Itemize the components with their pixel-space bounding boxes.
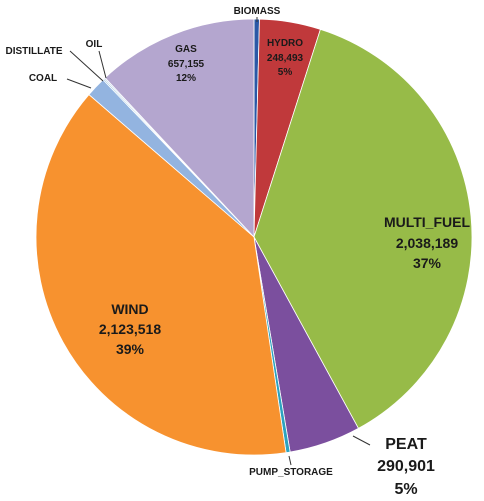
pie-slice-gas (104, 18, 255, 239)
slice-label-multi-fuel-name: MULTI_FUEL (384, 214, 471, 230)
leader-line-peat (352, 435, 371, 446)
slice-label-multi-fuel-percent: 37% (413, 255, 442, 271)
slice-label-gas-percent: 12% (176, 73, 196, 84)
slice-label-pump-storage-name: PUMP_STORAGE (249, 467, 333, 478)
leader-line-pump-storage (288, 455, 292, 466)
slice-label-hydro-percent: 5% (278, 67, 293, 78)
slice-label-multi-fuel-value: 2,038,189 (396, 235, 458, 251)
slice-label-peat-name: PEAT (385, 436, 427, 453)
slice-label-wind-name: WIND (111, 301, 148, 317)
slice-label-wind-percent: 39% (116, 341, 145, 357)
leader-line-oil (98, 50, 107, 79)
slice-label-hydro-value: 248,493 (267, 53, 304, 64)
pie-slice-wind (35, 94, 287, 456)
slice-label-coal-name: COAL (29, 73, 57, 84)
pie-slices (35, 18, 473, 456)
slice-label-gas-name: GAS (175, 44, 197, 55)
slice-label-oil-name: OIL (86, 39, 103, 50)
slice-label-wind-value: 2,123,518 (99, 321, 161, 337)
pie-slice-multi-fuel (253, 28, 473, 429)
slice-label-distillate-name: DISTILLATE (5, 46, 62, 57)
slice-label-biomass-name: BIOMASS (234, 6, 281, 17)
slice-label-gas-value: 657,155 (168, 59, 205, 70)
slice-label-peat-value: 290,901 (377, 458, 435, 475)
slice-label-peat-percent: 5% (394, 481, 417, 498)
leader-line-distillate (69, 50, 104, 82)
slice-label-hydro-name: HYDRO (267, 38, 303, 49)
leader-line-coal (66, 78, 92, 89)
leader-lines (66, 17, 371, 466)
